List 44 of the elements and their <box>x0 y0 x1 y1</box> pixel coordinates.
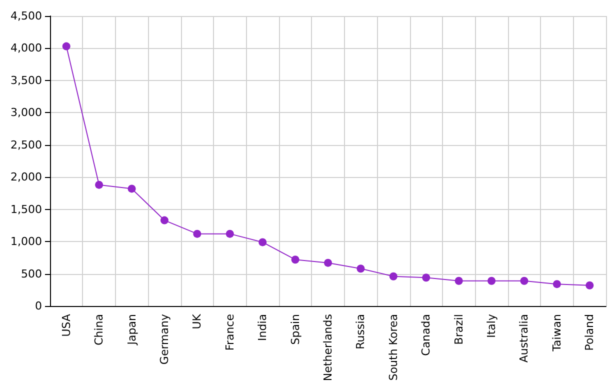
y-tick-label: 4,500 <box>10 10 42 22</box>
point <box>324 258 332 267</box>
point <box>586 281 594 290</box>
x-tick-label: Japan <box>125 314 138 346</box>
x-tick-label: China <box>92 314 106 346</box>
point <box>193 230 202 238</box>
x-tick-label: South Korea <box>386 314 400 381</box>
x-tick-label: France <box>223 314 236 351</box>
point <box>95 180 104 189</box>
x-tick-label: Netherlands <box>322 314 334 382</box>
y-tick-label: 1,500 <box>10 202 42 216</box>
point <box>422 274 430 282</box>
point <box>389 272 398 280</box>
x-tick-label: India <box>256 314 270 341</box>
y-tick-label: 3,500 <box>10 74 42 87</box>
x-tick-label: UK <box>190 313 204 330</box>
x-tick-label: Brazil <box>452 314 466 345</box>
point <box>454 276 463 285</box>
y-tick-label: 500 <box>21 267 42 280</box>
y-tick-label: 3,000 <box>10 106 42 120</box>
y-tick-label: 2,500 <box>10 138 42 152</box>
point <box>291 256 300 264</box>
x-tick-label: Poland <box>583 314 596 351</box>
y-tick-label: 0 <box>35 300 42 312</box>
point <box>160 216 168 224</box>
x-tick-label: Germany <box>158 314 171 365</box>
point <box>128 184 136 193</box>
y-tick-label: 2,000 <box>10 170 42 184</box>
x-tick-label: USA <box>60 314 73 337</box>
point <box>488 276 496 285</box>
point <box>356 264 365 273</box>
x-tick-label: Australia <box>518 314 531 363</box>
point <box>62 42 70 50</box>
x-tick-label: Italy <box>485 314 498 338</box>
point <box>258 238 267 246</box>
x-tick-label: Taiwan <box>550 314 564 352</box>
point <box>520 276 528 285</box>
point <box>552 280 561 288</box>
y-tick-label: 4,000 <box>10 42 42 55</box>
x-tick-label: Spain <box>288 314 302 345</box>
x-tick-label: Canada <box>420 314 433 356</box>
point <box>226 230 234 238</box>
x-tick-label: Russia <box>354 314 368 350</box>
y-tick-label: 1,000 <box>10 235 42 248</box>
